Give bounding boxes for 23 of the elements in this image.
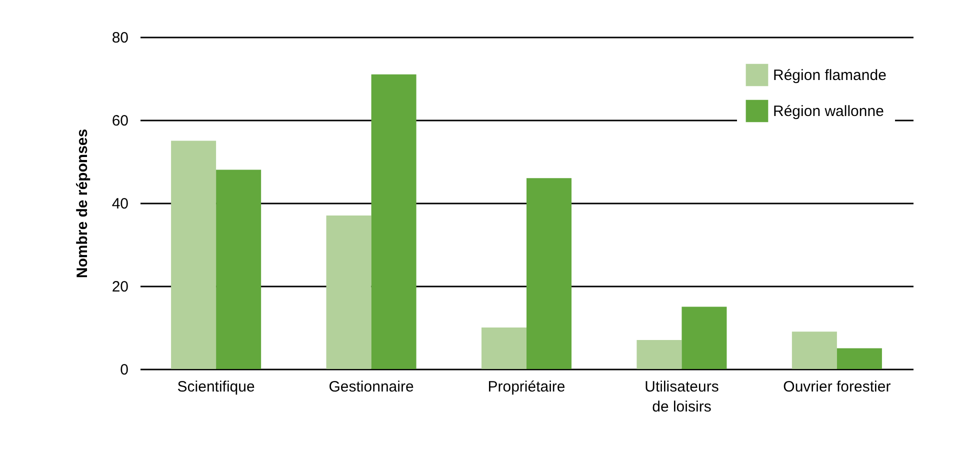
x-tick-label: Ouvrier forestier [783, 378, 891, 396]
legend-label: Région flamande [773, 67, 886, 84]
y-axis-title: Nombre de réponses [74, 128, 91, 278]
bar [326, 215, 372, 369]
x-tick-label: Propriétaire [488, 378, 566, 396]
x-tick-label: Utilisateurs de loisirs [644, 378, 719, 416]
y-tick-label: 20 [112, 278, 128, 296]
y-tick-label: 40 [112, 196, 128, 212]
legend-label: Région wallonne [773, 103, 884, 120]
bar [171, 140, 216, 369]
bar [636, 340, 682, 369]
bar [526, 178, 572, 369]
bar [792, 332, 837, 369]
y-tick-label: 0 [120, 362, 128, 378]
y-tick-label: 80 [112, 30, 128, 46]
x-tick-label: Scientifique [177, 378, 255, 396]
bar [216, 170, 262, 369]
bar [682, 306, 727, 369]
bar [371, 74, 416, 369]
y-tick-label: 60 [112, 112, 128, 130]
bar [836, 348, 882, 369]
x-tick-label: Gestionnaire [328, 378, 414, 396]
bar [481, 328, 526, 369]
